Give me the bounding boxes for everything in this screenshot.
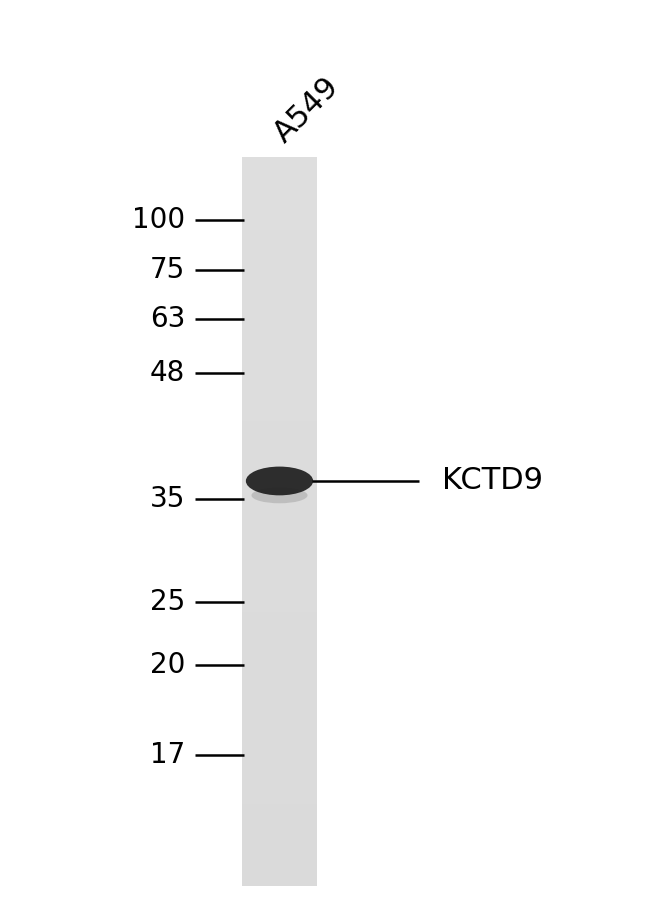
- Bar: [242, 294, 317, 304]
- Bar: [242, 585, 317, 595]
- Bar: [242, 312, 317, 322]
- Text: 48: 48: [150, 359, 185, 387]
- Bar: [242, 804, 317, 814]
- Bar: [242, 685, 317, 695]
- Bar: [242, 512, 317, 522]
- Bar: [242, 431, 317, 441]
- Bar: [242, 749, 317, 759]
- Bar: [242, 157, 317, 886]
- Bar: [242, 494, 317, 504]
- Bar: [242, 449, 317, 458]
- Bar: [242, 631, 317, 641]
- Bar: [242, 859, 317, 868]
- Text: 100: 100: [132, 206, 185, 235]
- Bar: [242, 349, 317, 359]
- Bar: [242, 658, 317, 668]
- Bar: [242, 422, 317, 432]
- Bar: [242, 266, 317, 277]
- Bar: [242, 476, 317, 485]
- Bar: [242, 877, 317, 886]
- Bar: [242, 166, 317, 176]
- Bar: [242, 813, 317, 823]
- Bar: [242, 403, 317, 414]
- Bar: [242, 776, 317, 787]
- Bar: [242, 221, 317, 231]
- Bar: [242, 212, 317, 222]
- Bar: [242, 184, 317, 194]
- Text: KCTD9: KCTD9: [442, 467, 543, 495]
- Text: 17: 17: [150, 741, 185, 770]
- Bar: [242, 640, 317, 650]
- Bar: [242, 530, 317, 540]
- Bar: [242, 612, 317, 622]
- Bar: [242, 603, 317, 613]
- Bar: [242, 385, 317, 395]
- Ellipse shape: [252, 487, 307, 503]
- Bar: [242, 548, 317, 559]
- Bar: [242, 703, 317, 714]
- Bar: [242, 795, 317, 805]
- Bar: [242, 694, 317, 705]
- Bar: [242, 576, 317, 586]
- Bar: [242, 276, 317, 286]
- Bar: [242, 458, 317, 467]
- Bar: [242, 412, 317, 423]
- Bar: [242, 239, 317, 249]
- Text: 25: 25: [150, 588, 185, 617]
- Bar: [242, 713, 317, 723]
- Bar: [242, 358, 317, 368]
- Bar: [242, 230, 317, 240]
- Bar: [242, 822, 317, 832]
- Bar: [242, 330, 317, 341]
- Bar: [242, 831, 317, 841]
- Bar: [242, 868, 317, 877]
- Bar: [242, 157, 317, 167]
- Bar: [242, 758, 317, 768]
- Bar: [242, 649, 317, 659]
- Bar: [242, 594, 317, 604]
- Bar: [242, 376, 317, 386]
- Bar: [242, 303, 317, 313]
- Text: 63: 63: [150, 305, 185, 334]
- Bar: [242, 321, 317, 331]
- Bar: [242, 394, 317, 404]
- Bar: [242, 557, 317, 568]
- Bar: [242, 667, 317, 677]
- Bar: [242, 285, 317, 295]
- Bar: [242, 467, 317, 476]
- Text: 20: 20: [150, 651, 185, 680]
- Ellipse shape: [246, 467, 313, 495]
- Bar: [242, 567, 317, 577]
- Bar: [242, 257, 317, 268]
- Bar: [242, 521, 317, 531]
- Text: 35: 35: [150, 485, 185, 513]
- Bar: [242, 722, 317, 732]
- Bar: [242, 203, 317, 213]
- Text: 75: 75: [150, 255, 185, 284]
- Bar: [242, 767, 317, 777]
- Bar: [242, 440, 317, 450]
- Bar: [242, 840, 317, 850]
- Bar: [242, 485, 317, 495]
- Text: A549: A549: [268, 72, 345, 148]
- Bar: [242, 539, 317, 549]
- Bar: [242, 194, 317, 204]
- Bar: [242, 740, 317, 750]
- Bar: [242, 503, 317, 513]
- Bar: [242, 248, 317, 258]
- Bar: [242, 621, 317, 632]
- Bar: [242, 731, 317, 741]
- Bar: [242, 367, 317, 377]
- Bar: [242, 676, 317, 686]
- Bar: [242, 175, 317, 185]
- Bar: [242, 849, 317, 859]
- Bar: [242, 786, 317, 796]
- Bar: [242, 339, 317, 350]
